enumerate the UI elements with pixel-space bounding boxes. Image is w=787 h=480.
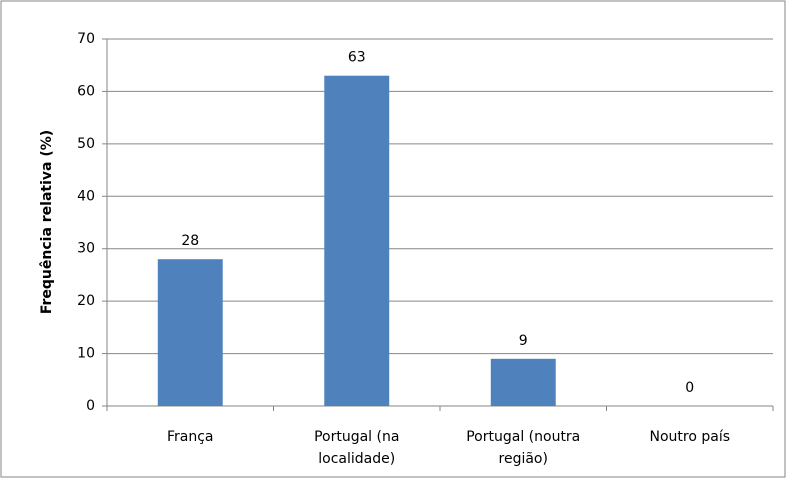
bar [490, 358, 556, 406]
data-label: 0 [685, 380, 694, 396]
y-tick-label: 10 [77, 346, 95, 362]
y-tick-label: 40 [77, 188, 95, 204]
y-tick-label: 70 [77, 31, 95, 47]
data-label: 9 [519, 333, 528, 349]
bar [324, 75, 390, 406]
x-tick-label: Portugal (na localidade) [314, 429, 399, 467]
y-axis-title: Frequência relativa (%) [39, 130, 55, 314]
x-tick-label: França [167, 429, 214, 445]
data-label: 63 [348, 50, 366, 66]
x-tick-label: Noutro país [649, 429, 730, 445]
y-tick-label: 20 [77, 293, 95, 309]
y-tick-label: 50 [77, 136, 95, 152]
x-tick-label: Portugal (noutra região) [466, 429, 580, 467]
bar [157, 259, 223, 406]
y-tick-label: 60 [77, 83, 95, 99]
data-label: 28 [181, 233, 199, 249]
y-tick-label: 30 [77, 241, 95, 257]
y-tick-label: 0 [86, 398, 95, 414]
